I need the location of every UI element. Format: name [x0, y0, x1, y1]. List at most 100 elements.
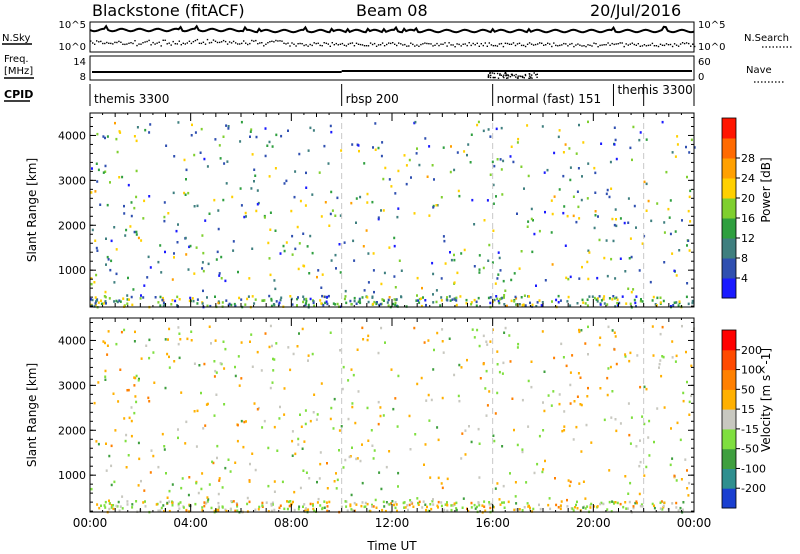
- noise-search-point: [94, 43, 96, 45]
- cpid-row: CPID themis 3300 rbsp 200 normal (fast) 15…: [4, 83, 695, 106]
- nave-point: [499, 73, 501, 75]
- noise-search-point: [188, 40, 191, 42]
- noise-search-point: [444, 42, 446, 44]
- noise-search-point: [190, 42, 193, 45]
- noise-search-point: [539, 42, 541, 44]
- noise-search-point: [257, 43, 259, 45]
- noise-search-point: [150, 44, 152, 46]
- noise-search-point: [629, 43, 631, 45]
- noise-search-point: [144, 41, 146, 43]
- noise-search-point: [273, 41, 275, 43]
- noise-search-point: [615, 43, 617, 45]
- noise-search-point: [114, 41, 116, 44]
- nave-point: [503, 76, 505, 79]
- noise-search-point: [428, 43, 430, 45]
- noise-search-point: [106, 41, 108, 44]
- noise-search-point: [388, 42, 390, 44]
- power-panel-bg: [90, 113, 694, 307]
- noise-search-point: [263, 45, 265, 47]
- noise-search-point: [460, 45, 462, 47]
- noise-search-point: [547, 42, 549, 44]
- noise-search-point: [365, 45, 368, 47]
- noise-search-point: [138, 43, 140, 45]
- noise-search-point: [333, 44, 335, 46]
- noise-search-point: [452, 44, 454, 46]
- noise-search-point: [657, 45, 660, 48]
- nave-point: [487, 74, 490, 76]
- freq-tick-bottom: 8: [80, 72, 86, 83]
- nave-point: [529, 77, 531, 79]
- noise-search-point: [510, 43, 513, 45]
- noise-search-point: [148, 39, 150, 42]
- noise-search-point: [669, 43, 672, 46]
- noise-search-point: [581, 45, 583, 47]
- noise-search-point: [424, 42, 426, 44]
- noise-search-point: [502, 45, 505, 48]
- noise-search-point: [386, 43, 388, 46]
- noise-search-point: [212, 39, 215, 41]
- noise-search-point: [232, 40, 235, 43]
- noise-search-point: [313, 42, 315, 44]
- noise-search-point: [464, 43, 466, 45]
- noise-search-point: [402, 44, 404, 46]
- noise-search-point: [174, 43, 176, 45]
- nave-point: [505, 73, 507, 75]
- nave-point: [506, 74, 508, 77]
- noise-search-point: [661, 44, 664, 46]
- noise-search-point: [315, 42, 317, 45]
- noise-search-point: [303, 44, 305, 47]
- noise-search-point: [543, 44, 545, 46]
- noise-search-point: [396, 44, 398, 47]
- noise-search-point: [639, 45, 641, 47]
- noise-search-point: [200, 42, 203, 45]
- noise-search-point: [271, 40, 273, 42]
- nave-point: [489, 72, 491, 74]
- nave-point: [517, 75, 519, 77]
- noise-search-point: [647, 44, 650, 47]
- nave-point: [494, 76, 496, 79]
- noise-right-tick-top: 10^5: [698, 20, 725, 31]
- noise-search-point: [247, 43, 249, 46]
- noise-search-label: N.Search: [744, 33, 789, 44]
- noise-search-point: [275, 39, 277, 42]
- noise-search-point: [390, 42, 392, 45]
- noise-search-point: [120, 41, 122, 43]
- noise-search-point: [249, 42, 251, 45]
- noise-search-point: [514, 44, 517, 47]
- noise-search-point: [230, 42, 233, 44]
- noise-search-point: [305, 44, 307, 46]
- noise-search-point: [228, 41, 231, 43]
- noise-search-point: [341, 42, 344, 45]
- noise-search-point: [492, 45, 495, 47]
- noise-search-point: [269, 41, 271, 43]
- noise-search-point: [685, 42, 688, 44]
- noise-search-point: [279, 40, 281, 42]
- noise-search-point: [130, 42, 132, 44]
- noise-search-point: [92, 42, 94, 44]
- noise-search-point: [569, 43, 571, 45]
- noise-search-point: [261, 42, 263, 44]
- noise-search-point: [325, 42, 327, 44]
- nave-point: [515, 73, 517, 76]
- noise-search-point: [259, 42, 261, 44]
- noise-search-point: [621, 42, 623, 44]
- noise-search-point: [291, 42, 293, 44]
- cpid-segments: themis 3300 rbsp 200 normal (fast) 151 them…: [94, 83, 693, 106]
- noise-search-point: [132, 42, 134, 45]
- noise-search-point: [673, 43, 676, 45]
- noise-search-point: [285, 43, 287, 45]
- noise-search-point: [512, 42, 515, 44]
- noise-search-point: [297, 43, 299, 45]
- noise-search-point: [408, 45, 410, 47]
- noise-search-point: [456, 43, 458, 45]
- noise-search-point: [498, 43, 501, 45]
- noise-search-point: [186, 42, 188, 44]
- noise-search-point: [671, 45, 674, 48]
- noise-search-point: [293, 43, 295, 45]
- noise-search-point: [637, 43, 639, 45]
- noise-search-point: [551, 45, 553, 48]
- noise-search-point: [516, 43, 519, 45]
- noise-search-point: [379, 44, 382, 46]
- noise-search-point: [255, 39, 257, 42]
- noise-search-point: [470, 44, 472, 47]
